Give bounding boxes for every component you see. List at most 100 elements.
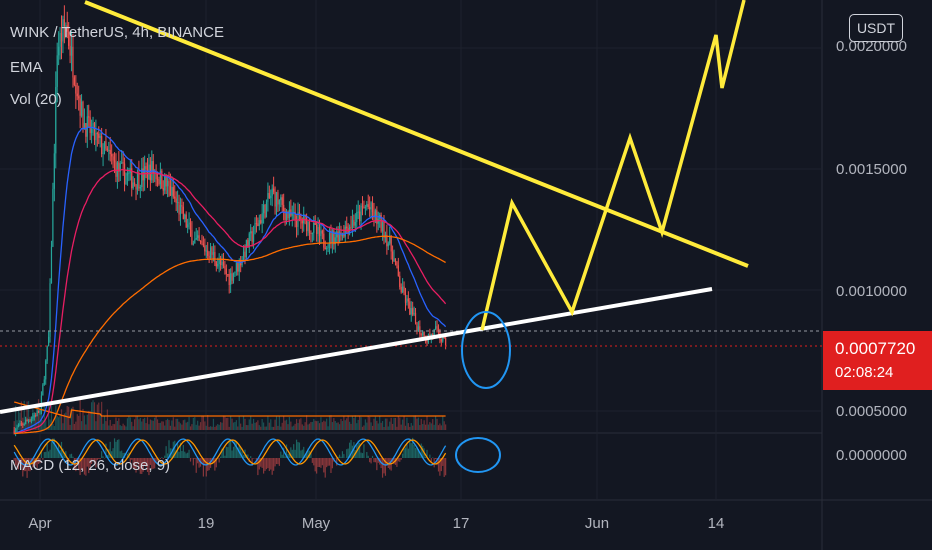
macd-histogram-bar: [218, 458, 220, 463]
ema-indicator-label[interactable]: EMA: [10, 59, 43, 76]
macd-histogram-bar: [92, 458, 94, 461]
candle-body: [50, 246, 53, 284]
candle-body: [333, 230, 335, 245]
volume-bar: [433, 424, 435, 430]
candle-body: [387, 243, 389, 247]
macd-histogram-bar: [412, 437, 414, 458]
macd-histogram-bar: [201, 458, 203, 465]
macd-histogram-bar: [13, 458, 15, 461]
macd-histogram-bar: [330, 458, 332, 473]
macd-histogram-bar: [293, 444, 295, 458]
ema-mid-line: [14, 168, 447, 435]
volume-bar: [82, 408, 84, 430]
candle-body: [128, 172, 130, 174]
candle-body: [17, 425, 20, 428]
candle-body: [364, 206, 366, 209]
macd-histogram-bar: [82, 458, 84, 471]
macd-histogram-bar: [369, 458, 371, 463]
volume-bar: [122, 423, 124, 430]
macd-histogram-bar: [53, 438, 55, 458]
candle-body: [109, 149, 111, 155]
candle-body: [159, 170, 161, 185]
volume-bar: [102, 423, 104, 430]
volume-bar: [273, 426, 275, 430]
candle-body: [414, 312, 417, 323]
candle-body: [397, 265, 399, 276]
volume-bar: [152, 420, 154, 430]
macd-histogram-bar: [290, 447, 292, 458]
macd-histogram-bar: [237, 447, 239, 458]
candle-body: [346, 226, 348, 229]
volume-bar: [211, 426, 213, 430]
candle-body: [267, 193, 269, 202]
macd-histogram-bar: [430, 458, 432, 463]
macd-histogram-bar: [337, 456, 339, 458]
volume-bar: [394, 417, 397, 430]
macd-histogram-bar: [406, 442, 408, 458]
macd-histogram-bar: [111, 451, 113, 458]
macd-histogram-bar: [310, 452, 312, 458]
macd-histogram-bar: [410, 443, 412, 458]
macd-histogram-bar: [301, 449, 303, 458]
candle-body: [327, 244, 329, 248]
volume-bar: [353, 418, 355, 430]
ema-fast-line: [14, 126, 447, 435]
candle-body: [202, 243, 204, 246]
candle-body: [426, 340, 428, 343]
volume-bar: [59, 415, 61, 430]
candle-body: [235, 262, 237, 272]
macd-histogram-bar: [240, 447, 242, 458]
candle-body: [197, 235, 199, 238]
volume-bar: [224, 416, 226, 430]
volume-bar: [217, 424, 219, 430]
candle-body: [274, 191, 276, 207]
candle-body: [402, 286, 404, 293]
volume-bar: [326, 418, 328, 430]
projection-zigzag: [480, 0, 746, 331]
macd-histogram-bar: [78, 458, 80, 471]
macd-histogram-bar: [188, 449, 190, 458]
macd-histogram-bar: [273, 458, 275, 471]
volume-bar: [337, 422, 339, 430]
macd-histogram-bar: [414, 447, 417, 458]
candle-body: [199, 241, 202, 243]
volume-bar: [115, 417, 117, 430]
volume-bar: [407, 423, 409, 430]
macd-histogram-bar: [145, 458, 147, 467]
volume-bar: [20, 401, 22, 430]
candle-body: [215, 261, 217, 267]
volume-bar: [161, 421, 163, 430]
macd-histogram-bar: [221, 448, 223, 458]
volume-bar: [290, 421, 292, 430]
macd-line: [13, 438, 447, 466]
volume-bar: [303, 425, 305, 430]
volume-bar: [371, 425, 374, 430]
volume-bar: [40, 402, 43, 430]
candle-body: [55, 86, 57, 154]
macd-histogram-bar: [264, 458, 266, 471]
macd-histogram-bar: [182, 444, 184, 458]
macd-histogram-bar: [79, 458, 81, 476]
candle-body: [432, 334, 434, 336]
candle-body: [313, 222, 315, 233]
candle-body: [204, 245, 206, 252]
macd-indicator-label[interactable]: MACD (12, 26, close, 9): [10, 457, 171, 474]
candle-body: [212, 252, 215, 255]
macd-histogram-bar: [113, 438, 116, 458]
macd-histogram-bar: [17, 458, 20, 470]
macd-histogram-bar: [311, 458, 313, 463]
volume-bar: [175, 418, 177, 430]
currency-button[interactable]: USDT: [849, 14, 903, 42]
macd-histogram-bar: [350, 439, 352, 458]
candle-body: [390, 237, 392, 252]
symbol-title[interactable]: WINK / TetherUS, 4h, BINANCE: [10, 24, 224, 41]
volume-indicator-label[interactable]: Vol (20): [10, 91, 62, 108]
candle-body: [192, 243, 194, 245]
volume-bar: [50, 405, 53, 430]
macd-histogram-bar: [178, 451, 180, 458]
time-axis-label: May: [301, 515, 331, 532]
volume-bar: [73, 423, 75, 430]
candle-body: [132, 182, 134, 189]
candle-body: [222, 261, 225, 267]
